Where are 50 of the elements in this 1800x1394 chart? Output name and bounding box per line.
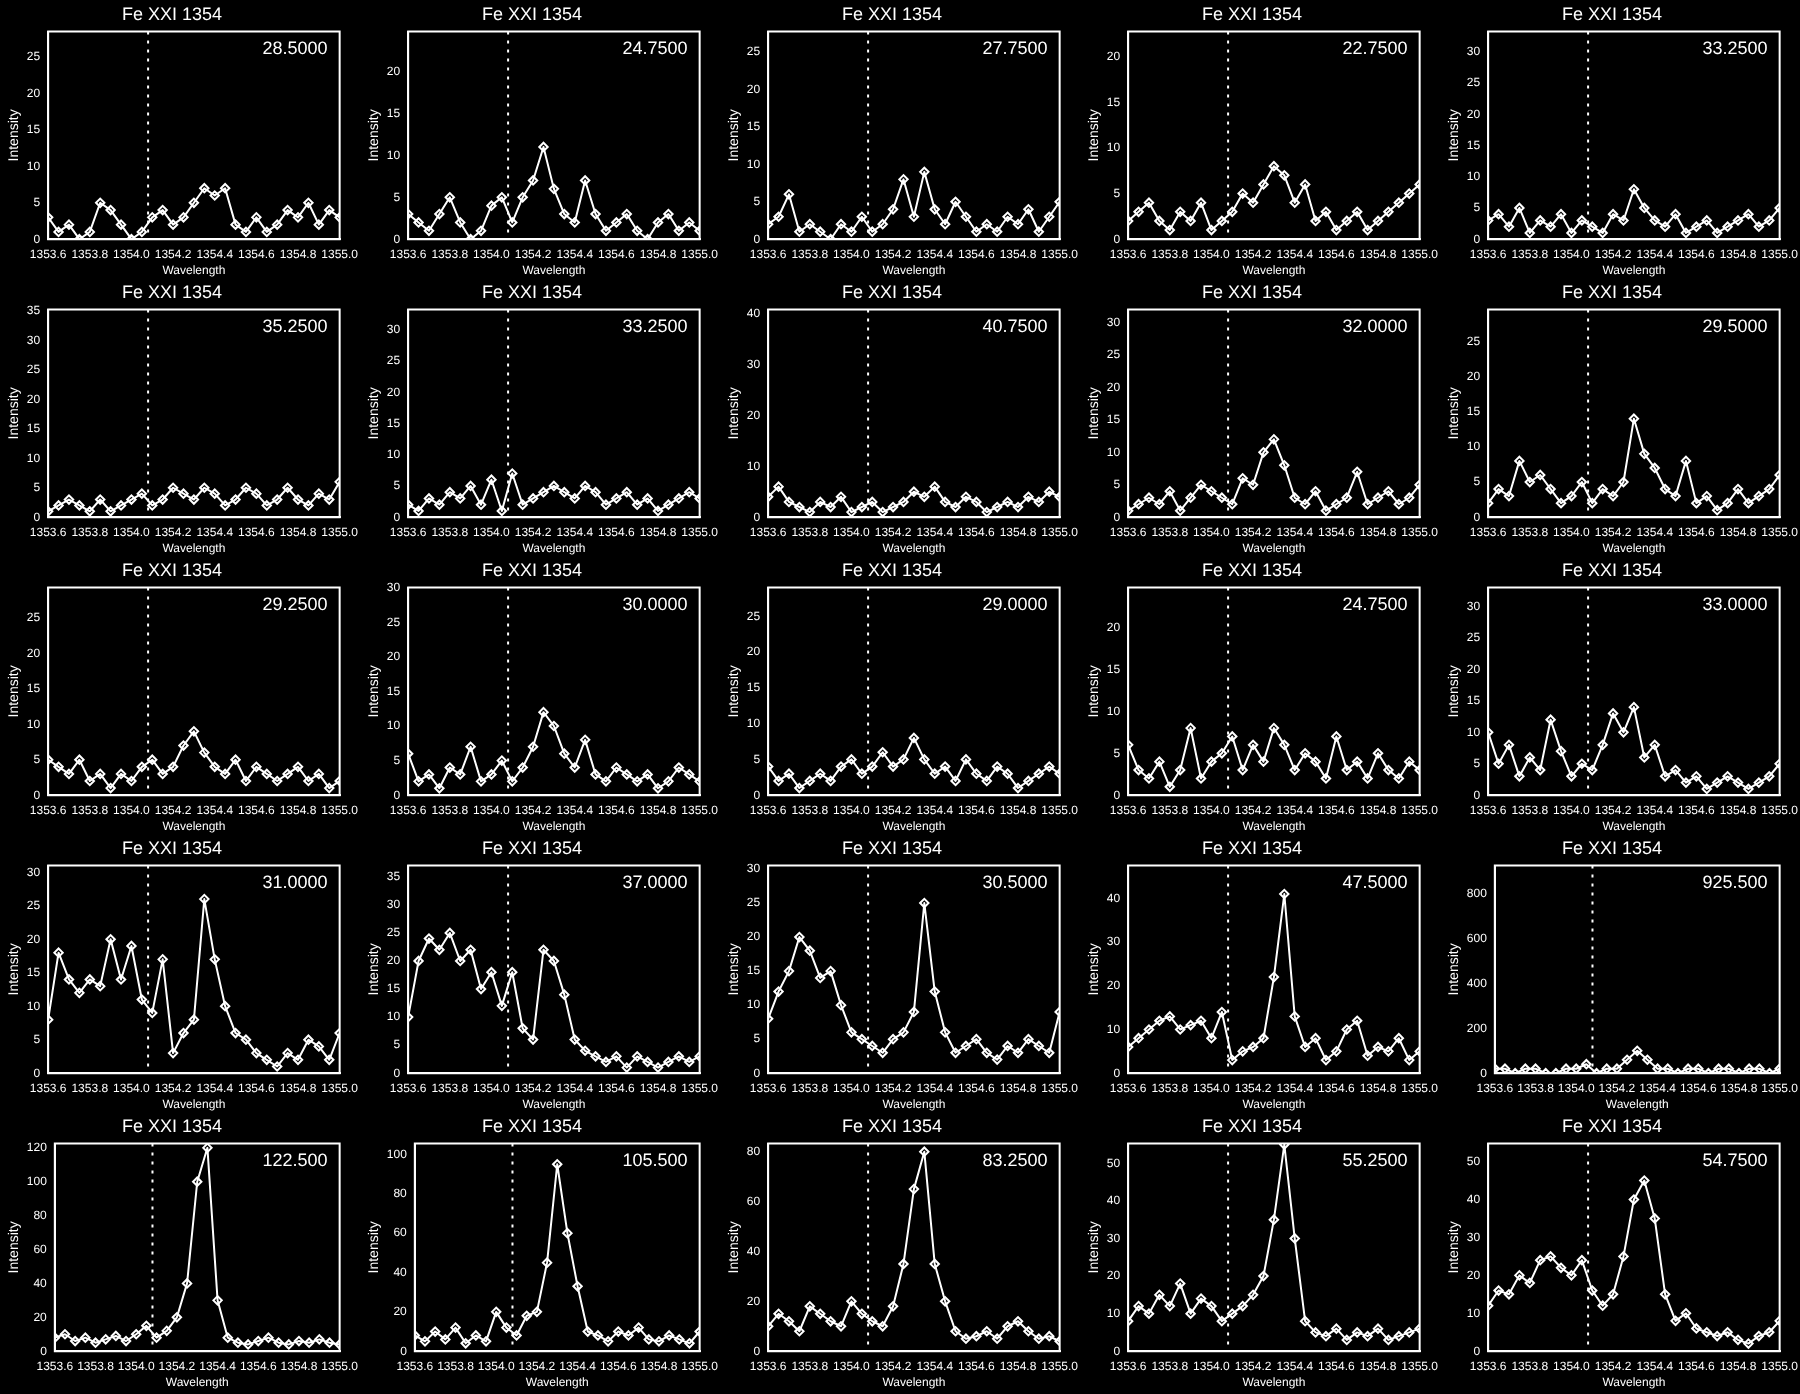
chart-title: Fe XXI 1354 bbox=[1561, 837, 1663, 858]
chart-title: Fe XXI 1354 bbox=[841, 281, 943, 302]
annotation: 33.2500 bbox=[622, 315, 688, 336]
annotation: 54.7500 bbox=[1702, 1149, 1768, 1170]
chart-title: Fe XXI 1354 bbox=[1561, 1115, 1663, 1136]
chart-title: Fe XXI 1354 bbox=[1201, 1115, 1303, 1136]
chart-title: Fe XXI 1354 bbox=[121, 559, 223, 580]
annotation: 30.0000 bbox=[622, 593, 688, 614]
annotation: 29.2500 bbox=[262, 593, 328, 614]
annotation: 27.7500 bbox=[982, 37, 1048, 58]
annotation: 30.5000 bbox=[982, 871, 1048, 892]
chart-title: Fe XXI 1354 bbox=[841, 837, 943, 858]
annotation: 37.0000 bbox=[622, 871, 688, 892]
annotation: 33.0000 bbox=[1702, 593, 1768, 614]
annotation: 47.5000 bbox=[1342, 871, 1408, 892]
chart-title: Fe XXI 1354 bbox=[1561, 559, 1663, 580]
chart-title: Fe XXI 1354 bbox=[1201, 837, 1303, 858]
annotation: 22.7500 bbox=[1342, 37, 1408, 58]
chart-title: Fe XXI 1354 bbox=[1561, 3, 1663, 24]
annotation: 29.5000 bbox=[1702, 315, 1768, 336]
chart-title: Fe XXI 1354 bbox=[841, 559, 943, 580]
chart-title: Fe XXI 1354 bbox=[1201, 3, 1303, 24]
annotation: 122.500 bbox=[262, 1149, 328, 1170]
chart-title: Fe XXI 1354 bbox=[121, 837, 223, 858]
chart-title: Fe XXI 1354 bbox=[1201, 559, 1303, 580]
annotation: 29.0000 bbox=[982, 593, 1048, 614]
chart-title: Fe XXI 1354 bbox=[481, 3, 583, 24]
chart-title: Fe XXI 1354 bbox=[481, 281, 583, 302]
chart-title: Fe XXI 1354 bbox=[121, 281, 223, 302]
annotation: 33.2500 bbox=[1702, 37, 1768, 58]
annotation: 925.500 bbox=[1702, 871, 1768, 892]
annotation: 55.2500 bbox=[1342, 1149, 1408, 1170]
annotation: 24.7500 bbox=[622, 37, 688, 58]
chart-title: Fe XXI 1354 bbox=[121, 1115, 223, 1136]
chart-title: Fe XXI 1354 bbox=[841, 3, 943, 24]
chart-title: Fe XXI 1354 bbox=[1561, 281, 1663, 302]
annotation: 35.2500 bbox=[262, 315, 328, 336]
annotation: 28.5000 bbox=[262, 37, 328, 58]
annotation: 83.2500 bbox=[982, 1149, 1048, 1170]
chart-title: Fe XXI 1354 bbox=[481, 837, 583, 858]
chart-title: Fe XXI 1354 bbox=[481, 1115, 583, 1136]
annotation: 40.7500 bbox=[982, 315, 1048, 336]
chart-title: Fe XXI 1354 bbox=[121, 3, 223, 24]
annotation: 32.0000 bbox=[1342, 315, 1408, 336]
chart-title: Fe XXI 1354 bbox=[1201, 281, 1303, 302]
annotation: 105.500 bbox=[622, 1149, 688, 1170]
chart-title: Fe XXI 1354 bbox=[481, 559, 583, 580]
annotation: 31.0000 bbox=[262, 871, 328, 892]
annotation: 24.7500 bbox=[1342, 593, 1408, 614]
chart-title: Fe XXI 1354 bbox=[841, 1115, 943, 1136]
